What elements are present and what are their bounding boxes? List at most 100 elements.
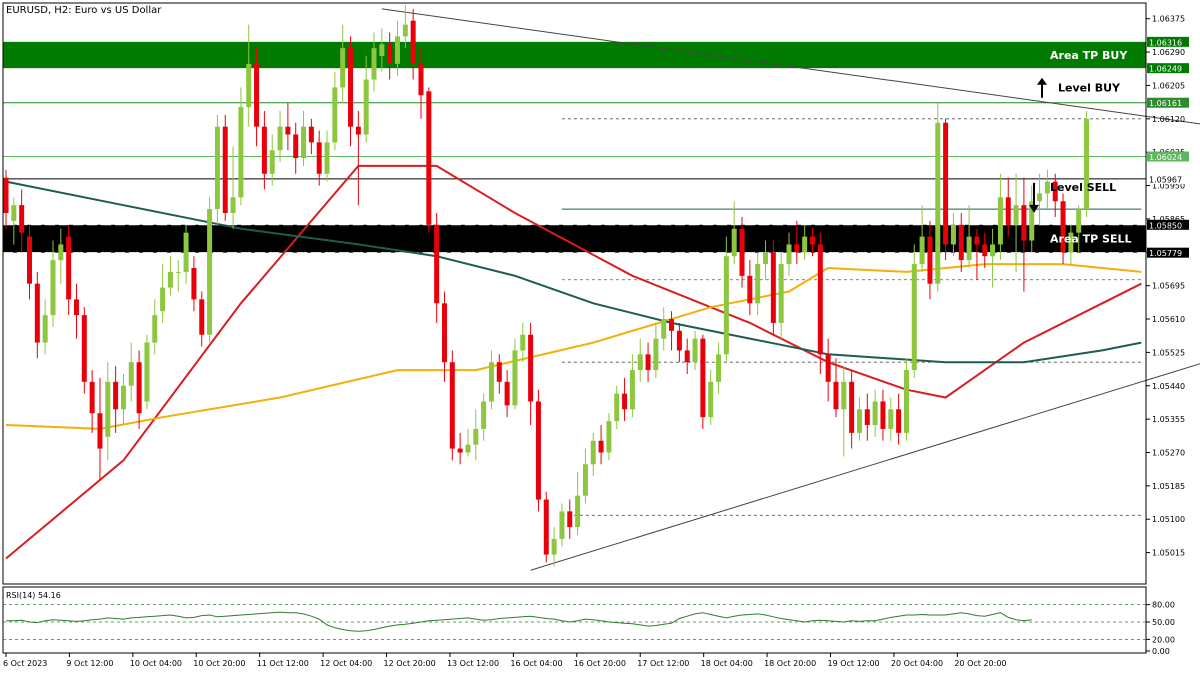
candle xyxy=(113,366,119,433)
candle xyxy=(888,397,894,441)
candle xyxy=(943,118,949,261)
trendline-solid xyxy=(381,8,1200,125)
arrow-up-icon-head xyxy=(1037,77,1047,85)
candle-body xyxy=(927,236,933,284)
x-tick-label: 6 Oct 2023 xyxy=(3,659,47,668)
candle-body xyxy=(175,271,181,273)
candle-body xyxy=(700,338,706,418)
trendline-solid xyxy=(530,363,1200,571)
candle-body xyxy=(426,91,432,225)
candle-body xyxy=(355,126,361,135)
candle-body xyxy=(371,48,377,80)
candle-body xyxy=(269,150,275,174)
candle-body xyxy=(622,393,628,410)
overlay-layer: Area TP BUY Area TP SELL 1.06316 1.06249 1.0… xyxy=(1029,36,1189,258)
rsi-label: RSI(14) 54.16 xyxy=(6,591,61,600)
price-tag-tp-sell-bottom-bg xyxy=(1147,247,1189,258)
candle xyxy=(958,213,964,272)
candle-body xyxy=(747,275,753,304)
rsi-line xyxy=(6,611,1032,632)
candle xyxy=(136,350,142,429)
candle-body xyxy=(238,107,244,198)
y-tick-label: 1.05270 xyxy=(1152,448,1185,457)
candle xyxy=(167,256,173,296)
candle xyxy=(73,283,79,339)
y-tick-label: 1.05355 xyxy=(1152,415,1185,424)
candle xyxy=(872,389,878,437)
y-tick-label: 1.05950 xyxy=(1152,182,1185,191)
x-tick-label: 9 Oct 12:00 xyxy=(66,659,113,668)
y-tick-label: 1.05865 xyxy=(1152,215,1185,224)
candle xyxy=(11,197,17,245)
candle xyxy=(426,87,432,233)
candle xyxy=(982,232,988,268)
candle-body xyxy=(982,244,988,257)
candle-body xyxy=(465,444,471,453)
candle xyxy=(293,122,299,174)
candle-body xyxy=(66,236,72,300)
candle-body xyxy=(1068,232,1074,253)
candle xyxy=(277,110,283,162)
candle-body xyxy=(919,236,925,265)
y-tick-label: 1.06290 xyxy=(1152,48,1185,57)
candle-body xyxy=(559,511,565,539)
candle xyxy=(739,216,745,288)
candle-body xyxy=(958,224,964,261)
candle xyxy=(214,114,220,225)
candle-body xyxy=(802,236,808,253)
frame-layer xyxy=(2,2,1147,654)
y-tick-label: 1.05525 xyxy=(1152,348,1185,357)
candle-body xyxy=(1013,205,1019,225)
candle xyxy=(614,385,620,429)
candle-body xyxy=(504,381,510,406)
x-tick-label: 18 Oct 04:00 xyxy=(701,659,753,668)
candle xyxy=(363,55,369,143)
candle xyxy=(809,228,815,257)
candle-body xyxy=(222,126,228,214)
candle-body xyxy=(629,370,635,410)
candle-body xyxy=(167,271,173,288)
candle-body xyxy=(661,319,667,339)
candle xyxy=(324,130,330,182)
x-tick-label: 19 Oct 12:00 xyxy=(827,659,879,668)
candle-body xyxy=(473,428,479,445)
y-tick-label: 1.05185 xyxy=(1152,482,1185,491)
candle xyxy=(567,499,573,539)
candle xyxy=(238,87,244,206)
candle xyxy=(434,213,440,323)
trendlines-layer xyxy=(3,8,1200,571)
candle xyxy=(449,350,455,461)
candle-body xyxy=(637,354,643,371)
candle-body xyxy=(974,236,980,245)
candle-body xyxy=(653,338,659,371)
price-tag-tp-buy-top-bg xyxy=(1147,36,1189,47)
candle xyxy=(395,20,400,76)
candle xyxy=(770,240,776,335)
candle xyxy=(825,338,831,402)
candle xyxy=(34,271,40,359)
candle-body xyxy=(34,283,40,343)
candle-body xyxy=(896,409,902,433)
candle xyxy=(340,24,346,104)
arrow-down-icon-head xyxy=(1029,204,1039,213)
candle-body xyxy=(872,401,878,426)
candle xyxy=(285,103,291,151)
candle-body xyxy=(997,197,1003,245)
candle xyxy=(1037,173,1043,225)
candle xyxy=(50,240,56,327)
candle-body xyxy=(488,362,494,402)
candle xyxy=(97,377,103,480)
price-tag-level-sell: 1.05967 xyxy=(1149,175,1182,184)
x-tick-label: 10 Oct 04:00 xyxy=(130,659,182,668)
candle xyxy=(700,334,706,429)
candle-body xyxy=(520,334,526,351)
price-tag-tp-sell-top: 1.05850 xyxy=(1149,221,1182,230)
candle xyxy=(535,389,541,512)
candle-body xyxy=(160,287,166,312)
candle xyxy=(355,110,361,206)
x-tick-label: 17 Oct 12:00 xyxy=(637,659,689,668)
candle xyxy=(669,311,675,351)
candle-body xyxy=(567,511,573,528)
candle xyxy=(105,362,111,461)
